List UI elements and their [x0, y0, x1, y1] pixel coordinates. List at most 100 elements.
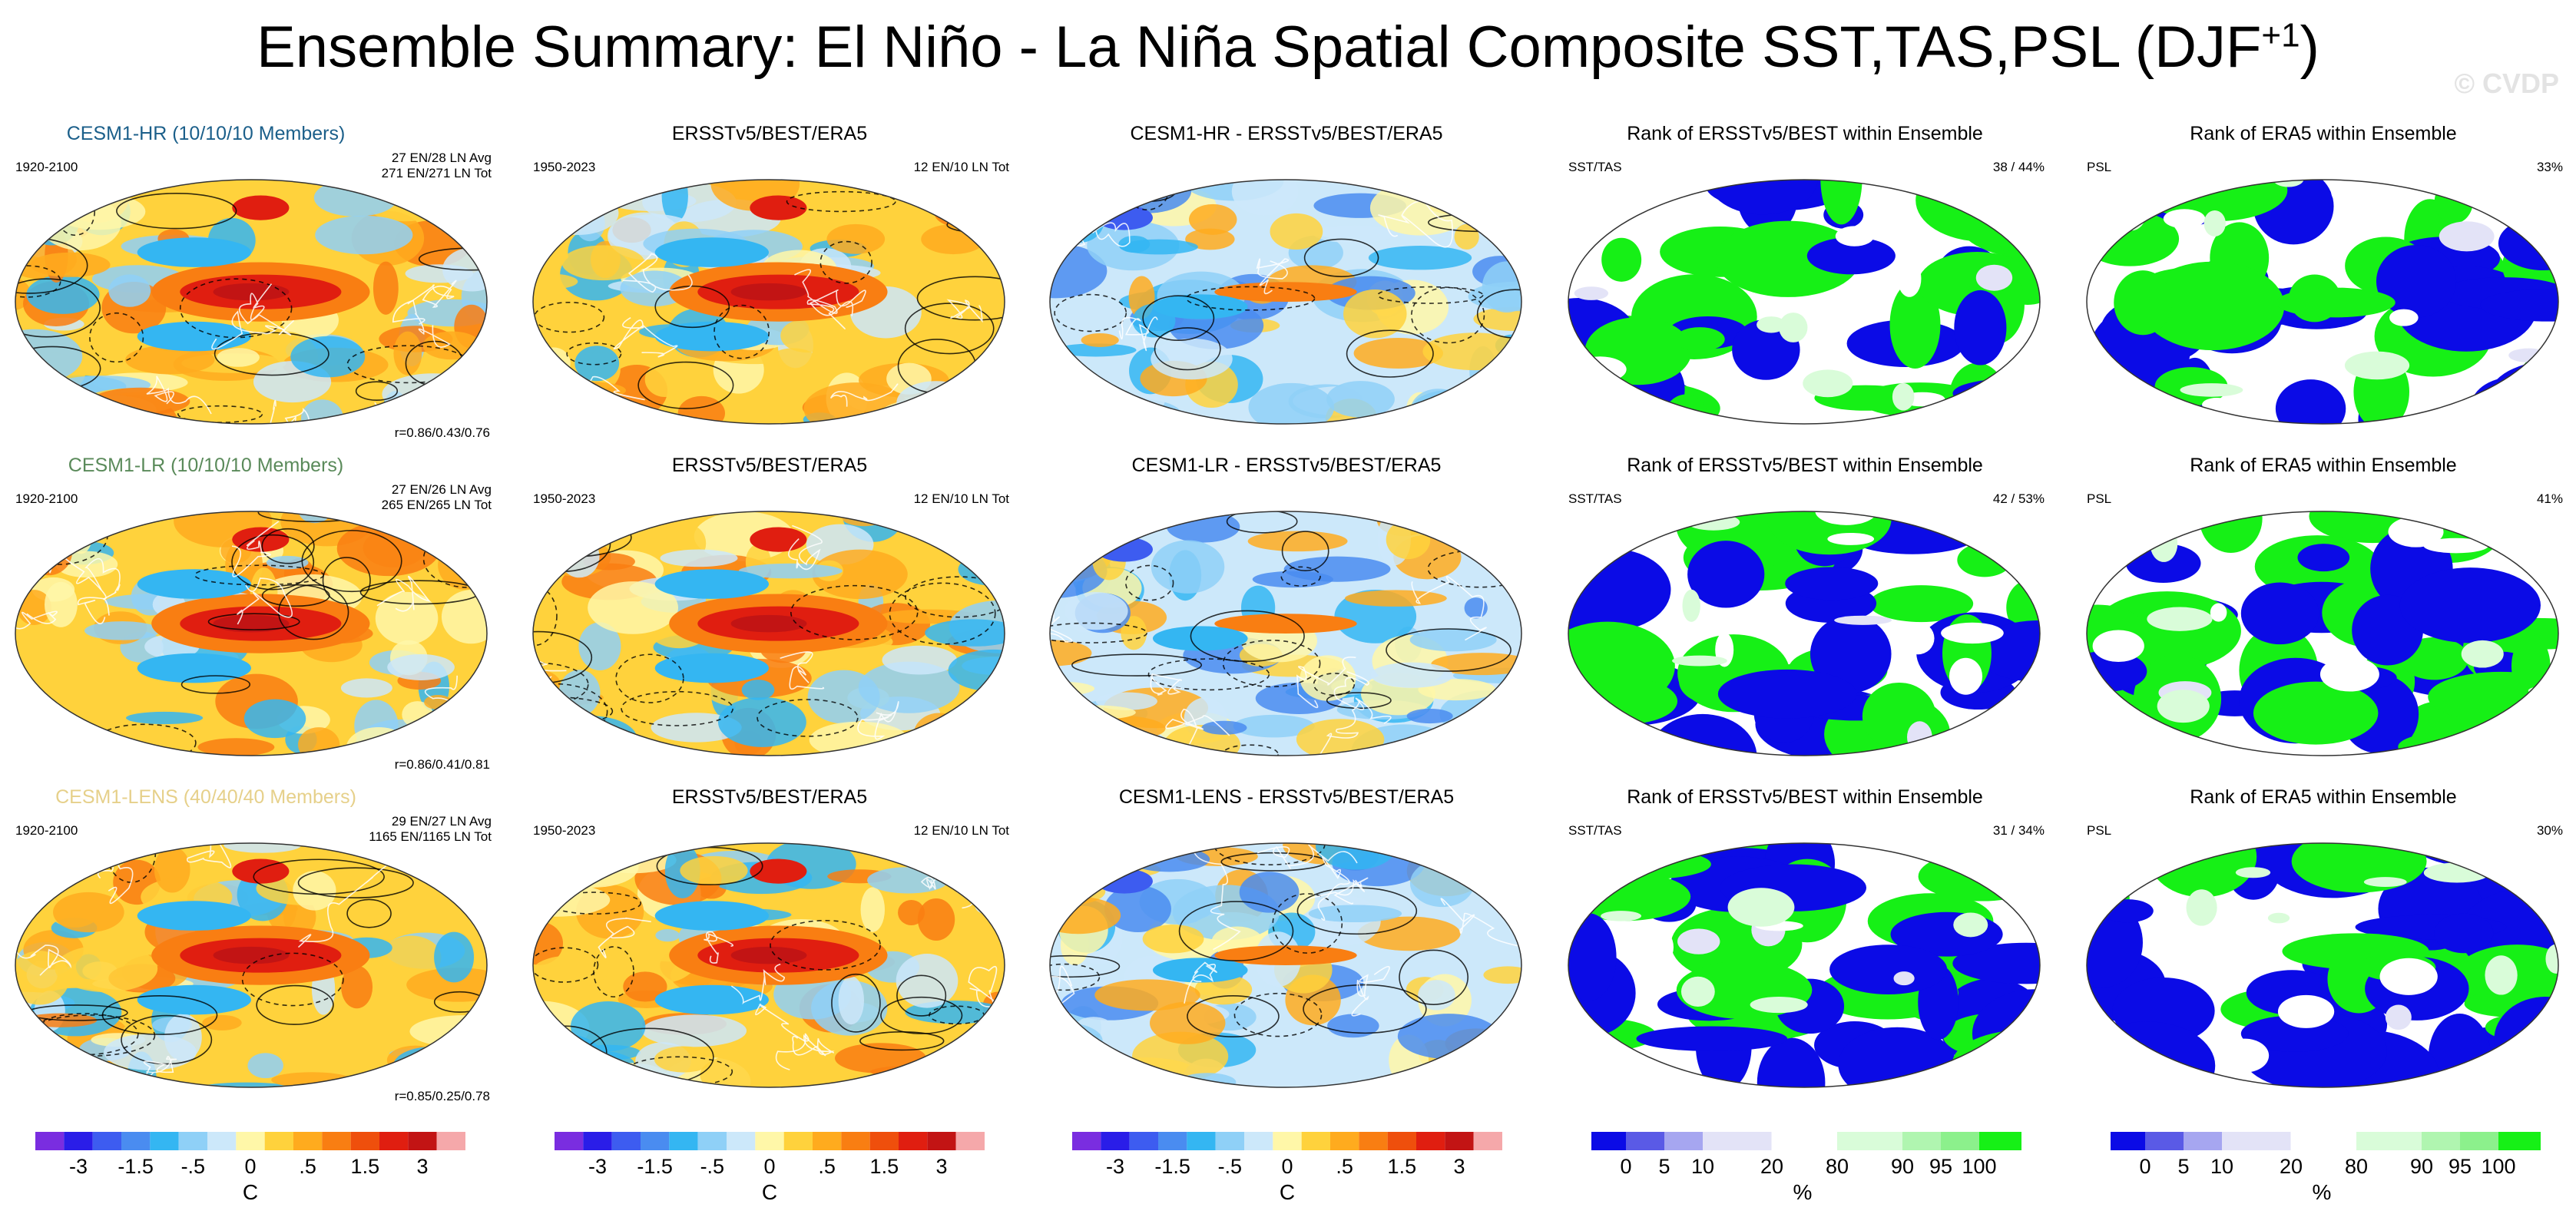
panel-r1-diff: CESM1-HR - ERSSTv5/BEST/ERA5 [1041, 123, 1532, 445]
colorbar-swatch [2145, 1132, 2184, 1150]
colorbar-swatch [264, 1132, 293, 1150]
pattern-correlation: r=0.86/0.43/0.76 [394, 425, 490, 440]
colorbar-tick-label: 3 [416, 1155, 428, 1178]
colorbar-swatch [1837, 1132, 1902, 1150]
period-label: 1920-2100 [15, 823, 78, 838]
colorbar-tick-label: .5 [1336, 1155, 1353, 1178]
ensemble-total-count: 1165 EN/1165 LN Tot [369, 829, 492, 844]
percent-outside: 41% [2536, 491, 2563, 506]
colorbar-swatch [236, 1132, 265, 1150]
rank-map [1568, 511, 2041, 756]
colorbar-swatch [955, 1132, 985, 1150]
rank-map [1568, 842, 2041, 1088]
colorbar-swatch [1941, 1132, 1979, 1150]
colorbar-swatch [1101, 1132, 1130, 1150]
rank-colorbar: 0 5 10 20 80 90 95 100% [2111, 1132, 2541, 1204]
composite-map [532, 842, 1005, 1088]
colorbar-swatch [2222, 1132, 2291, 1150]
watermark: © CVDP [2454, 68, 2559, 99]
colorbar-swatch [1187, 1132, 1216, 1150]
panel-title: Rank of ERA5 within Ensemble [2190, 455, 2457, 476]
colorbar-tick-label: -1.5 [1154, 1155, 1190, 1178]
panel-title: CESM1-LR (10/10/10 Members) [68, 455, 344, 476]
event-count: 12 EN/10 LN Tot [913, 491, 1009, 506]
colorbar-swatch [2460, 1132, 2498, 1150]
colorbar-swatch [813, 1132, 842, 1150]
colorbar-swatch [1387, 1132, 1416, 1150]
colorbar-tick-label: -.5 [700, 1155, 725, 1178]
colorbar-swatch [293, 1132, 323, 1150]
colorbar-swatch [1664, 1132, 1703, 1150]
variable-label: SST/TAS [1568, 823, 1622, 838]
composite-map [532, 511, 1005, 756]
colorbar-swatch [697, 1132, 727, 1150]
colorbar-swatch [64, 1132, 93, 1150]
colorbar-tick-label: 10 [1691, 1155, 1714, 1178]
colorbar-swatch [207, 1132, 237, 1150]
composite-map [1049, 511, 1522, 756]
colorbar-unit: C [243, 1180, 258, 1204]
colorbar-swatch [783, 1132, 813, 1150]
colorbar-tick-label: 95 [1929, 1155, 1952, 1178]
ensemble-avg-count: 27 EN/28 LN Avg [391, 151, 492, 165]
composite-map [1049, 179, 1522, 425]
colorbar-swatch [1273, 1132, 1302, 1150]
variable-label: PSL [2087, 823, 2112, 838]
colorbar-tick-label: .5 [818, 1155, 836, 1178]
panel-title: ERSSTv5/BEST/ERA5 [671, 455, 868, 476]
rank-map [2086, 511, 2559, 756]
colorbar-swatch [869, 1132, 899, 1150]
colorbar-swatch [583, 1132, 612, 1150]
colorbar-tick-label: 1.5 [1388, 1155, 1417, 1178]
percent-outside: 30% [2536, 823, 2563, 838]
composite-colorbar: -3 -1.5 -.5 0 .5 1.5 3 C [1072, 1132, 1502, 1204]
panel-r2-obs: ERSSTv5/BEST/ERA5 1950-2023 12 EN/10 LN To… [524, 455, 1015, 777]
composite-colorbar: -3 -1.5 -.5 0 .5 1.5 3 C [555, 1132, 985, 1204]
colorbar-tick-label: 0 [1620, 1155, 1631, 1178]
panel-r3-diff: CESM1-LENS - ERSSTv5/BEST/ERA5 [1041, 786, 1532, 1109]
colorbar-swatch [408, 1132, 437, 1150]
variable-label: SST/TAS [1568, 160, 1622, 174]
colorbar-swatch [1359, 1132, 1388, 1150]
colorbar-swatch [379, 1132, 409, 1150]
panel-title: ERSSTv5/BEST/ERA5 [671, 123, 868, 144]
colorbar-swatch [1158, 1132, 1187, 1150]
panel-r1-rank1: Rank of ERSSTv5/BEST within Ensemble SST/… [1559, 123, 2051, 445]
colorbar-swatch [727, 1132, 756, 1150]
panel-title: Rank of ERSSTv5/BEST within Ensemble [1627, 786, 1983, 808]
colorbar-tick-label: .5 [299, 1155, 316, 1178]
ensemble-avg-count: 29 EN/27 LN Avg [391, 814, 492, 829]
colorbar-swatch [1416, 1132, 1445, 1150]
composite-map [15, 842, 488, 1088]
panel-title: CESM1-HR - ERSSTv5/BEST/ERA5 [1130, 123, 1443, 144]
panel-r2-rank1: Rank of ERSSTv5/BEST within Ensemble SST/… [1559, 455, 2051, 777]
colorbar-swatch [1215, 1132, 1244, 1150]
period-label: 1950-2023 [533, 823, 596, 838]
colorbar-swatch [927, 1132, 956, 1150]
composite-map [15, 179, 488, 425]
panel-title: CESM1-LENS - ERSSTv5/BEST/ERA5 [1118, 786, 1455, 808]
colorbar-swatch [2422, 1132, 2460, 1150]
colorbar-unit: C [762, 1180, 777, 1204]
ensemble-total-count: 271 EN/271 LN Tot [381, 166, 492, 180]
panel-r1-model: CESM1-HR (10/10/10 Members) 1920-2100 27 E… [6, 123, 498, 445]
colorbar-tick-label: 0 [763, 1155, 775, 1178]
colorbar-swatch [150, 1132, 179, 1150]
ensemble-total-count: 265 EN/265 LN Tot [381, 498, 492, 512]
colorbar-swatch [611, 1132, 641, 1150]
colorbar-unit: % [1793, 1180, 1813, 1204]
colorbar-swatch [1129, 1132, 1158, 1150]
colorbar-swatch [1626, 1132, 1664, 1150]
panel-r3-model: CESM1-LENS (40/40/40 Members) 1920-2100 29… [6, 786, 498, 1109]
colorbar-swatch [1473, 1132, 1502, 1150]
colorbar-tick-label: 3 [1453, 1155, 1465, 1178]
percent-outside: 38 / 44% [1992, 160, 2045, 174]
colorbar-swatch [1445, 1132, 1474, 1150]
panel-title: CESM1-LENS (40/40/40 Members) [55, 786, 356, 808]
colorbar-tick-label: 100 [2481, 1155, 2515, 1178]
colorbar-tick-label: 0 [2139, 1155, 2151, 1178]
colorbar-tick-label: -3 [1106, 1155, 1124, 1178]
panel-r2-rank2: Rank of ERA5 within Ensemble PSL 41% [2078, 455, 2569, 777]
colorbar-swatch [755, 1132, 784, 1150]
panel-r3-rank1: Rank of ERSSTv5/BEST within Ensemble SST/… [1559, 786, 2051, 1109]
